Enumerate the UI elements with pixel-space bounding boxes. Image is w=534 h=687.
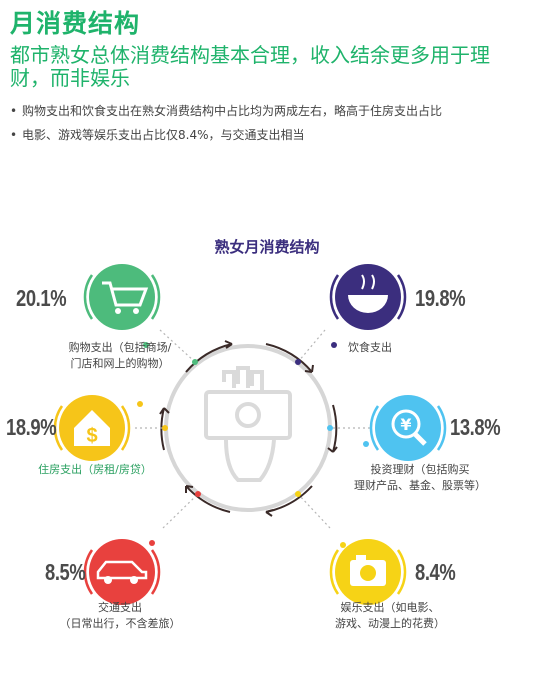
- connector-node: [195, 491, 201, 497]
- category-label: 住房支出（房租/房贷）: [20, 462, 170, 478]
- connector-lines: [135, 329, 370, 548]
- category-label-line: 游戏、动漫上的花费）: [335, 617, 445, 630]
- category-label-line: 娱乐支出（如电影、: [340, 601, 440, 614]
- value-label: 20.1%: [16, 285, 67, 311]
- category-label-line: 购物支出（包括商场/: [68, 341, 172, 354]
- cycle-arrows: [159, 340, 338, 517]
- page-title: 月消费结构: [10, 9, 141, 38]
- value-label: 19.8%: [415, 285, 466, 311]
- connector-dot: [363, 441, 369, 447]
- category-label: 购物支出（包括商场/门店和网上的购物）: [40, 340, 200, 372]
- house-dollar-icon: $: [53, 395, 131, 461]
- category-label-line: 饮食支出: [348, 341, 392, 354]
- category-label: 交通支出 （日常出行，不含差旅）: [40, 600, 200, 632]
- connector-dot: [331, 342, 337, 348]
- bullet-item: 电影、游戏等娱乐支出占比仅8.4%，与交通支出相当: [10, 127, 520, 143]
- magnifier-yen-icon: ¥: [369, 395, 447, 461]
- connector-node: [327, 425, 333, 431]
- connector-node: [295, 359, 301, 365]
- camera-icon: [329, 539, 407, 605]
- svg-text:¥: ¥: [400, 415, 411, 434]
- category-label: 投资理财（包括购买理财产品、基金、股票等）: [335, 462, 505, 494]
- category-label-line: 交通支出: [98, 601, 142, 614]
- connector-dot: [137, 401, 143, 407]
- category-label-line: 投资理财（包括购买: [370, 463, 470, 476]
- category-icons: $¥: [53, 264, 447, 605]
- chart-title: 熟女月消费结构: [214, 238, 320, 256]
- category-label-line: 住房支出（房租/房贷）: [38, 463, 152, 476]
- category-label-line: 门店和网上的购物）: [70, 357, 170, 370]
- category-label: 饮食支出: [330, 340, 410, 356]
- money-hand-icon: [204, 366, 292, 482]
- car-icon: [83, 539, 161, 605]
- category-label: 娱乐支出（如电影、 游戏、动漫上的花费）: [310, 600, 470, 632]
- value-label: 13.8%: [450, 414, 501, 440]
- connector-line: [162, 493, 199, 529]
- value-label: 8.4%: [415, 559, 456, 585]
- connector-line: [297, 329, 326, 363]
- bullet-item: 购物支出和饮食支出在熟女消费结构中占比均为两成左右，略高于住房支出占比: [10, 103, 520, 119]
- connector-dot: [143, 342, 149, 348]
- connector-node: [162, 425, 168, 431]
- category-label-line: （日常出行，不含差旅）: [59, 617, 181, 630]
- value-label: 8.5%: [45, 559, 86, 585]
- connector-node: [192, 359, 198, 365]
- category-label-line: 理财产品、基金、股票等）: [354, 479, 486, 492]
- svg-text:$: $: [86, 425, 97, 447]
- connector-dot: [340, 542, 346, 548]
- page-subtitle: 都市熟女总体消费结构基本合理，收入结余更多用于理财，而非娱乐: [10, 43, 490, 90]
- shopping-cart-icon: [83, 264, 161, 330]
- value-label: 18.9%: [6, 414, 57, 440]
- connector-node: [295, 491, 301, 497]
- summary-bullets: 购物支出和饮食支出在熟女消费结构中占比均为两成左右，略高于住房支出占比 电影、游…: [10, 103, 520, 151]
- connector-line: [297, 493, 331, 529]
- connector-dot: [149, 540, 155, 546]
- bowl-icon: [329, 264, 407, 330]
